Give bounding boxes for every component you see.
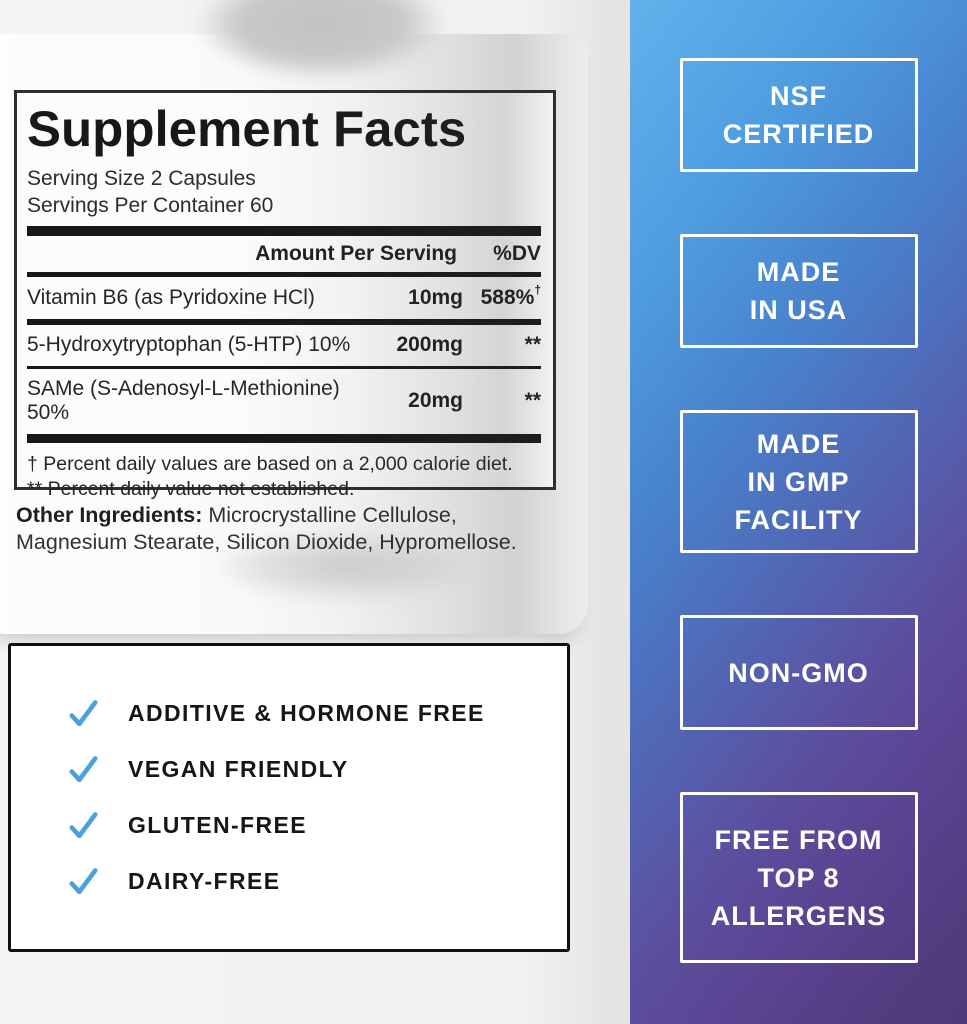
- nutrient-amount: 200mg: [396, 333, 463, 356]
- bottle-bottom-shadow: [170, 520, 510, 612]
- nutrient-dv: **: [524, 389, 541, 412]
- badge-line: MADE: [756, 257, 841, 287]
- feature-item-dairy-free: DAIRY-FREE: [67, 865, 555, 898]
- badge-nsf-certified: NSF CERTIFIED: [679, 58, 918, 172]
- badge-made-in-usa: MADE IN USA: [679, 234, 918, 348]
- footnote-not-established: ** Percent daily value not established.: [27, 478, 355, 500]
- facts-column-headers: Amount Per Serving %DV: [27, 236, 541, 272]
- badge-line: FREE FROM: [714, 824, 883, 855]
- feature-item-gluten-free: GLUTEN-FREE: [67, 809, 555, 842]
- nutrient-dv: 588%†: [463, 283, 541, 310]
- bottle-shoulder-shadow: [150, 0, 492, 100]
- facts-divider-thick: [27, 434, 541, 443]
- feature-label: ADDITIVE & HORMONE FREE: [128, 700, 485, 726]
- badge-made-in-gmp-facility: MADE IN GMP FACILITY: [679, 410, 918, 553]
- feature-label: DAIRY-FREE: [128, 868, 281, 894]
- feature-label: GLUTEN-FREE: [128, 812, 307, 838]
- bottle-photo: Supplement Facts Serving Size 2 Capsules…: [0, 0, 630, 1024]
- facts-divider-medium: [27, 272, 541, 277]
- facts-divider-medium: [27, 319, 541, 325]
- other-ingredients-text: Microcrystalline Cellulose, Magnesium St…: [16, 503, 517, 554]
- badge-free-from-allergens: FREE FROM TOP 8 ALLERGENS: [679, 792, 918, 963]
- serving-size: Serving Size 2 Capsules: [27, 167, 256, 190]
- feature-item-vegan-friendly: VEGAN FRIENDLY: [67, 753, 555, 786]
- nutrient-name: Vitamin B6 (as Pyridoxine HCl): [27, 285, 315, 309]
- column-header-dv: %DV: [493, 242, 541, 265]
- checkmark-icon: [69, 756, 98, 783]
- badge-line: TOP 8: [757, 862, 840, 893]
- other-ingredients-label: Other Ingredients:: [16, 503, 203, 527]
- nutrient-name: 5-Hydroxytryptophan (5-HTP) 10%: [27, 333, 351, 356]
- badge-line: ALLERGENS: [710, 900, 887, 931]
- facts-footnotes: † Percent daily values are based on a 2,…: [27, 452, 541, 502]
- supplement-facts-panel: Supplement Facts Serving Size 2 Capsules…: [14, 90, 556, 500]
- badge-list: NSF CERTIFIED MADE IN USA MADE IN GMP FA…: [630, 0, 967, 1024]
- nutrient-dv-value: 588%: [480, 286, 535, 309]
- certification-sidebar: NSF CERTIFIED MADE IN USA MADE IN GMP FA…: [630, 0, 967, 1024]
- nutrient-dv-dagger: †: [534, 283, 541, 297]
- nutrient-name: SAMe (S-Adenosyl-L-Methionine) 50%: [27, 377, 340, 424]
- badge-line: NSF: [770, 81, 827, 111]
- nutrient-amount: 10mg: [408, 285, 463, 309]
- facts-divider-thin: [27, 366, 541, 369]
- facts-divider-thick: [27, 226, 541, 236]
- servings-per-container: Servings Per Container 60: [27, 194, 274, 217]
- badge-line: NON-GMO: [728, 657, 869, 688]
- badge-line: FACILITY: [734, 504, 863, 535]
- nutrient-row-same: SAMe (S-Adenosyl-L-Methionine) 50% 20mg …: [27, 369, 541, 434]
- badge-line: IN USA: [749, 295, 848, 325]
- nutrient-row-vitamin-b6: Vitamin B6 (as Pyridoxine HCl) 10mg 588%…: [27, 277, 541, 319]
- footnote-daily-values: † Percent daily values are based on a 2,…: [27, 453, 513, 475]
- badge-line: MADE: [756, 428, 841, 459]
- features-panel: ADDITIVE & HORMONE FREE VEGAN FRIENDLY G…: [8, 643, 570, 952]
- checkmark-icon: [69, 700, 98, 727]
- supplement-facts-title: Supplement Facts: [27, 101, 467, 157]
- checkmark-icon: [69, 812, 98, 839]
- badge-non-gmo: NON-GMO: [679, 615, 918, 730]
- nutrient-amount: 20mg: [408, 389, 463, 412]
- column-header-amount: Amount Per Serving: [255, 242, 457, 265]
- badge-line: IN GMP: [747, 466, 850, 497]
- checkmark-icon: [69, 868, 98, 895]
- nutrient-dv: **: [524, 333, 541, 356]
- other-ingredients: Other Ingredients: Microcrystalline Cell…: [16, 502, 550, 556]
- nutrient-row-5htp: 5-Hydroxytryptophan (5-HTP) 10% 200mg **: [27, 325, 541, 366]
- feature-label: VEGAN FRIENDLY: [128, 756, 349, 782]
- badge-line: CERTIFIED: [722, 119, 875, 149]
- feature-item-additive-hormone-free: ADDITIVE & HORMONE FREE: [67, 697, 555, 730]
